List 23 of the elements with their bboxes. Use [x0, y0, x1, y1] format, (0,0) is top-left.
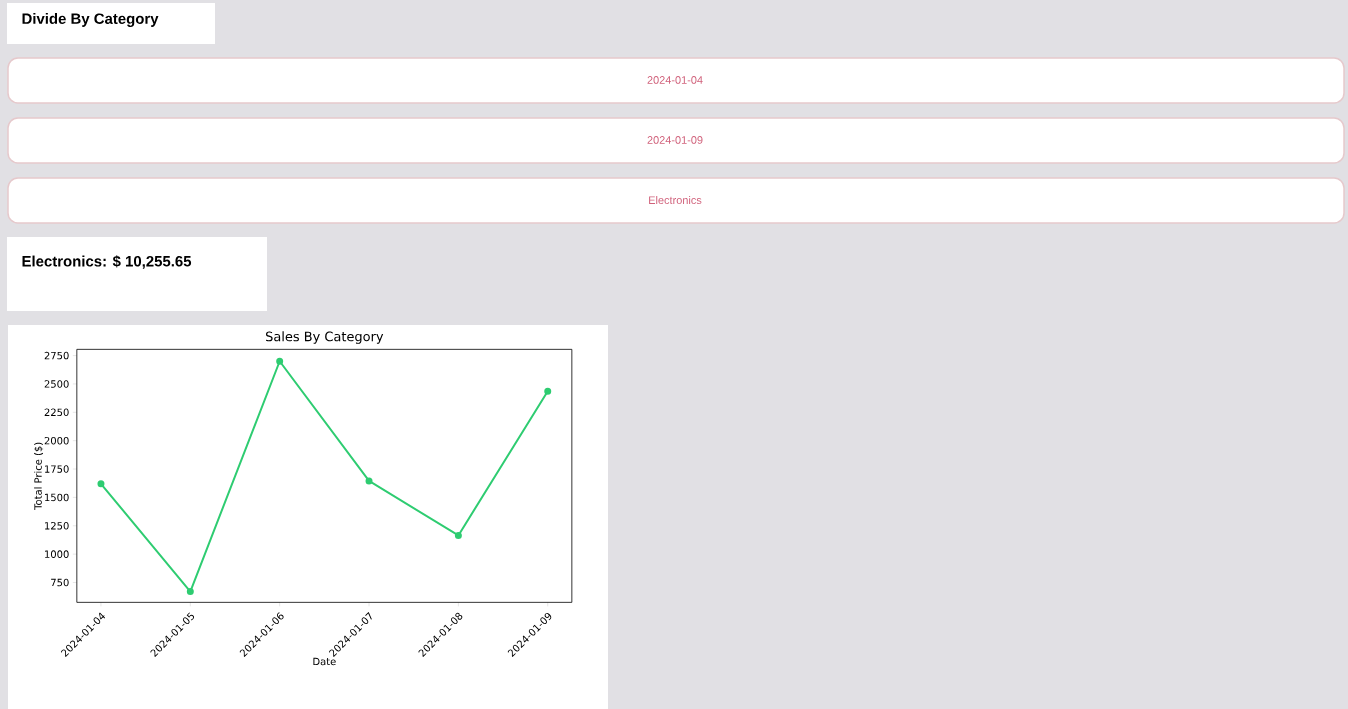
y-tick-label: 1750 — [45, 465, 69, 473]
point — [186, 588, 194, 596]
text: Divide By Category — [22, 12, 159, 27]
x-axis-title: Date — [313, 657, 336, 666]
chart-title: Sales By Category — [266, 331, 384, 344]
y-axis-title: Total Price ($) — [34, 442, 44, 510]
text: Electronics: $ 10,255.65 — [22, 255, 192, 269]
y-tick-label: 2000 — [44, 436, 69, 445]
text: 2024-01-04 — [647, 76, 703, 84]
y-tick-label: 2500 — [44, 380, 69, 388]
y-tick-label: 1000 — [45, 550, 69, 558]
y-tick-label: 1250 — [45, 521, 69, 530]
point — [544, 387, 552, 395]
point — [454, 531, 462, 539]
text: 2024-01-09 — [647, 136, 703, 144]
point — [276, 357, 284, 365]
y-tick-label: 750 — [51, 578, 69, 587]
y-tick-label: 2750 — [44, 351, 69, 360]
point — [365, 477, 373, 485]
y-tick-label: 1500 — [45, 493, 69, 502]
y-tick-label: 2250 — [44, 408, 69, 417]
text: Electronics — [649, 195, 702, 205]
point — [97, 480, 105, 488]
